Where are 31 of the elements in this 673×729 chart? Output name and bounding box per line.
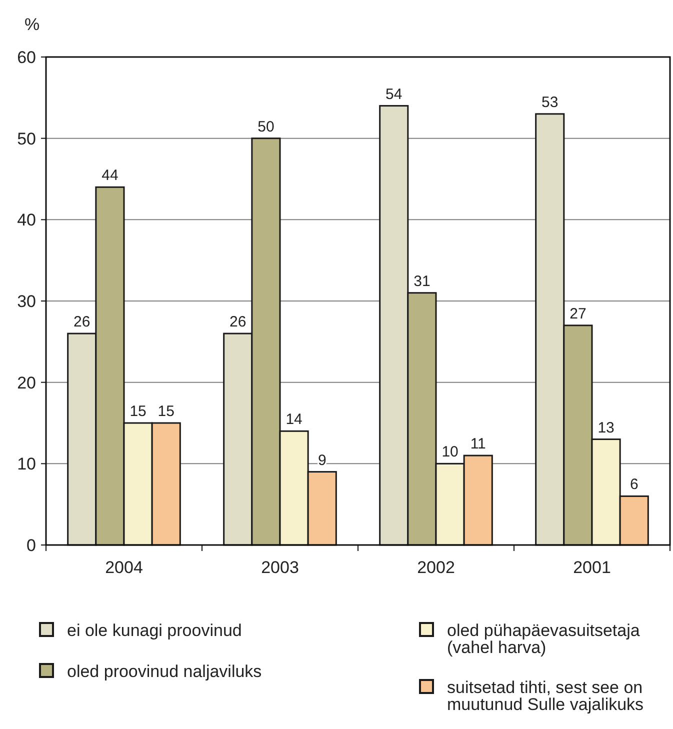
- y-tick-label: 0: [26, 536, 36, 555]
- y-tick-label: 10: [17, 454, 36, 474]
- x-tick-label: 2004: [105, 558, 143, 577]
- y-tick-label: 40: [17, 210, 36, 230]
- data-label: 44: [102, 167, 118, 184]
- data-label: 15: [130, 403, 146, 420]
- legend-label: oled pühapäevasuitsetaja (vahel harva): [447, 620, 640, 657]
- y-axis-title: %: [24, 15, 40, 34]
- data-label: 14: [286, 411, 302, 428]
- data-label: 11: [470, 436, 486, 453]
- data-label: 31: [414, 272, 430, 290]
- y-tick-label: 50: [17, 129, 36, 148]
- legend-label: oled proovinud naljaviluks: [67, 662, 262, 681]
- data-label: 54: [386, 86, 402, 103]
- data-label: 53: [542, 94, 558, 111]
- data-label: 15: [158, 403, 174, 420]
- data-label: 27: [570, 305, 586, 322]
- y-tick-label: 20: [17, 373, 36, 392]
- x-tick-label: 2001: [573, 558, 611, 577]
- data-label: 10: [442, 444, 458, 461]
- data-label: 26: [74, 314, 90, 331]
- data-label: 26: [230, 314, 246, 331]
- legend-label: ei ole kunagi proovinud: [67, 620, 242, 640]
- legend-label: suitsetad tihti, sest see on muutunud Sulle vajalikuks: [447, 678, 644, 714]
- x-tick-label: 2003: [261, 558, 299, 577]
- y-tick-label: 30: [17, 292, 36, 311]
- x-tick-label: 2002: [417, 558, 455, 577]
- y-tick-label: 60: [17, 48, 36, 67]
- data-label: 50: [258, 118, 274, 136]
- data-label: 6: [630, 476, 638, 494]
- data-label: 13: [598, 419, 614, 436]
